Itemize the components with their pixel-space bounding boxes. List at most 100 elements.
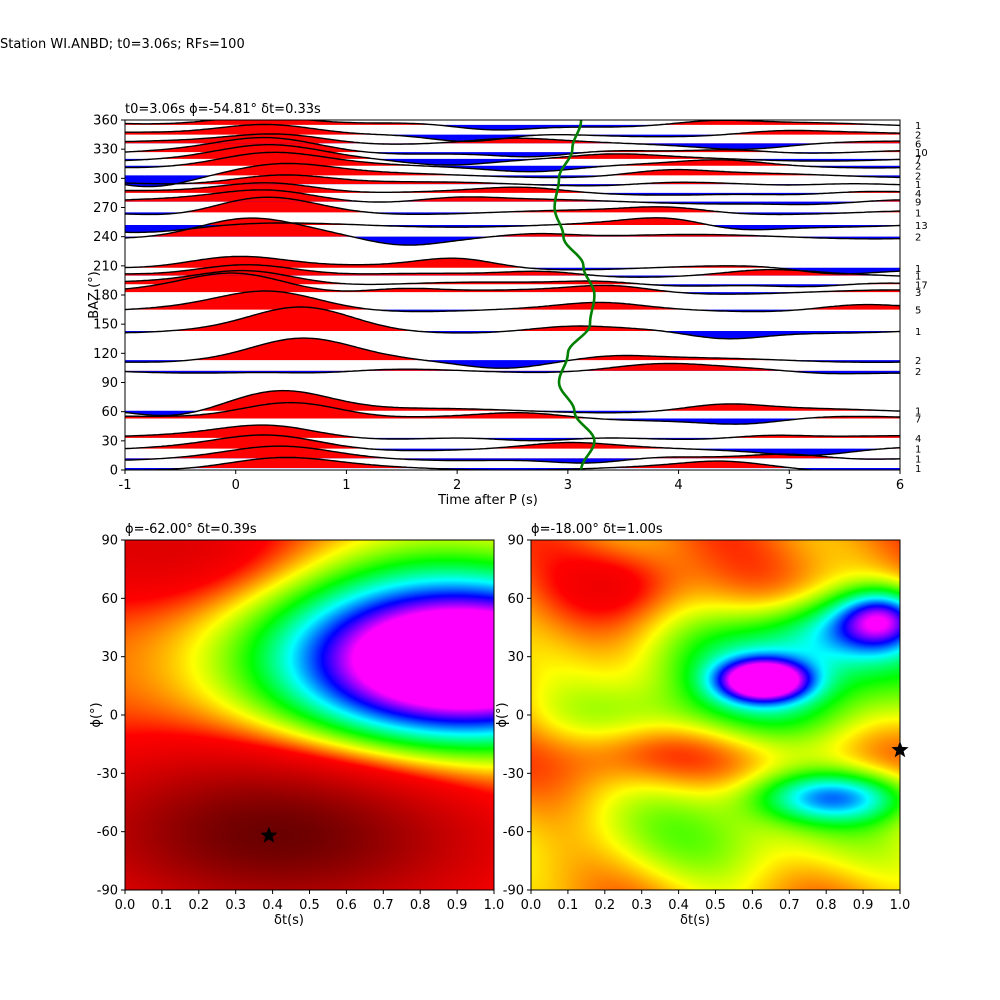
- rf-trace-line: [125, 269, 900, 288]
- rf-y-tick-label: 360: [93, 114, 118, 129]
- rf-positive-fill: [125, 270, 900, 285]
- grid-y-tick-label: 30: [101, 650, 118, 665]
- rf-y-tick-label: 120: [93, 347, 118, 362]
- rf-count-label: 2: [915, 367, 921, 378]
- rf-positive-fill: [125, 307, 900, 331]
- rf-positive-fill: [125, 120, 900, 125]
- grid-x-tick-label: 1.0: [484, 898, 505, 913]
- rf-trace-layer: [125, 120, 900, 470]
- rf-trace-line: [125, 217, 900, 246]
- grid-x-tick-label: 0.2: [188, 898, 209, 913]
- rf-positive-fill: [125, 425, 900, 438]
- rf-negative-fill: [125, 175, 900, 187]
- rf-trace-line: [125, 174, 900, 187]
- grid-x-tick-label: 0.9: [853, 898, 874, 913]
- rf-count-label: 2: [915, 171, 921, 182]
- rf-positive-fill: [125, 338, 900, 361]
- grid-x-tick-label: 0.0: [115, 898, 136, 913]
- rf-count-label: 1: [915, 407, 921, 418]
- rf-trace-line: [125, 189, 900, 206]
- rf-count-label: 1: [915, 180, 921, 191]
- rf-count-label: 3: [915, 288, 921, 299]
- grid-search-right-panel: ϕ=-18.00° δt=1.00s 0.0 0.1 0.2 0.3 0.4 0.5 0.6…: [495, 522, 910, 928]
- rf-negative-fill: [125, 236, 900, 246]
- rf-y-tick-label: 210: [93, 259, 118, 274]
- rf-count-label: 2: [915, 162, 921, 173]
- rf-positive-fill: [125, 390, 900, 411]
- rf-x-tick-label: -1: [119, 478, 132, 493]
- rf-negative-fill: [125, 152, 900, 157]
- grid-y-tick-label: -30: [503, 767, 524, 782]
- grid-x-tick-label: 0.6: [336, 898, 357, 913]
- rf-y-tick-label: 240: [93, 230, 118, 245]
- grid-right-heatmap-container: [531, 540, 900, 890]
- grid-y-tick-label: 0: [110, 709, 118, 724]
- grid-left-x-axis-label: δt(s): [274, 913, 304, 928]
- grid-y-tick-label: -60: [503, 825, 524, 840]
- rf-negative-fill: [125, 418, 900, 425]
- rf-negative-fill: [125, 158, 900, 165]
- rf-positive-fill: [125, 189, 900, 202]
- rf-trace-line: [125, 120, 900, 131]
- rf-positive-fill: [125, 152, 900, 166]
- rf-trace-line: [125, 424, 900, 442]
- grid-x-tick-label: 0.6: [742, 898, 763, 913]
- grid-x-tick-label: 0.4: [262, 898, 283, 913]
- rf-count-label: 7: [915, 155, 921, 166]
- rf-gather-title: t0=3.06s ϕ=-54.81° δt=0.33s: [125, 102, 321, 117]
- best-fit-star-icon: [260, 826, 278, 843]
- grid-y-tick-label: -60: [97, 825, 118, 840]
- rf-positive-fill: [125, 197, 900, 213]
- grid-x-tick-label: 0.5: [299, 898, 320, 913]
- rf-count-label: 2: [915, 131, 921, 142]
- rf-y-axis-label: BAZ (°): [87, 271, 102, 319]
- grid-left-ticks: 0.0 0.1 0.2 0.3 0.4 0.5 0.6 0.7 0.8 0.9 1.0 -90 -60 -…: [97, 534, 505, 914]
- grid-x-tick-label: 0.7: [373, 898, 394, 913]
- grid-left-title: ϕ=-62.00° δt=0.39s: [125, 522, 257, 537]
- grid-x-tick-label: 0.3: [631, 898, 652, 913]
- rf-count-label: 2: [915, 356, 921, 367]
- rf-count-label: 2: [915, 233, 921, 244]
- rf-negative-fill: [125, 360, 900, 369]
- grid-x-tick-label: 0.4: [668, 898, 689, 913]
- rf-positive-fill: [125, 264, 900, 276]
- rf-count-label: 1: [915, 327, 921, 338]
- rf-count-label: 17: [915, 280, 928, 291]
- grid-y-tick-label: 0: [516, 709, 524, 724]
- grid-right-best-star: [891, 741, 909, 758]
- grid-y-tick-label: -90: [97, 884, 118, 899]
- rf-x-ticks: -1 0 1 2 3 4 5 6: [119, 470, 904, 493]
- grid-y-tick-label: 60: [101, 592, 118, 607]
- grid-y-tick-label: 30: [507, 650, 524, 665]
- grid-left-y-axis-label: ϕ(°): [89, 702, 104, 727]
- rf-count-label: 1: [915, 445, 921, 456]
- rf-negative-fill: [125, 370, 900, 374]
- rf-trace-line: [125, 217, 900, 234]
- rf-y-tick-label: 0: [110, 464, 118, 479]
- rf-y-tick-label: 90: [101, 376, 118, 391]
- rf-positive-fill: [125, 291, 900, 310]
- best-fit-star-icon: [891, 741, 909, 758]
- rf-positive-fill: [125, 144, 900, 159]
- rf-y-tick-label: 30: [101, 434, 118, 449]
- rf-positive-fill: [125, 435, 900, 449]
- rf-positive-fill: [125, 163, 900, 176]
- rf-y-tick-label: 330: [93, 143, 118, 158]
- rf-trace-line: [125, 362, 900, 375]
- grid-y-tick-label: 60: [507, 592, 524, 607]
- rf-count-label: 4: [915, 189, 921, 200]
- grid-y-tick-label: 90: [101, 534, 118, 549]
- rf-positive-fill: [125, 137, 900, 153]
- rf-trace-line: [125, 255, 900, 275]
- rf-x-axis-label: Time after P (s): [437, 493, 538, 508]
- rf-trace-line: [125, 144, 900, 166]
- rf-count-label: 1: [915, 272, 921, 283]
- rf-positive-fill: [125, 218, 900, 237]
- rf-trace-line: [125, 133, 900, 150]
- rf-count-label: 7: [915, 414, 921, 425]
- rf-count-label: 1: [915, 454, 921, 465]
- grid-x-tick-label: 0.5: [705, 898, 726, 913]
- rf-count-label: 6: [915, 139, 921, 150]
- rf-y-tick-label: 270: [93, 201, 118, 216]
